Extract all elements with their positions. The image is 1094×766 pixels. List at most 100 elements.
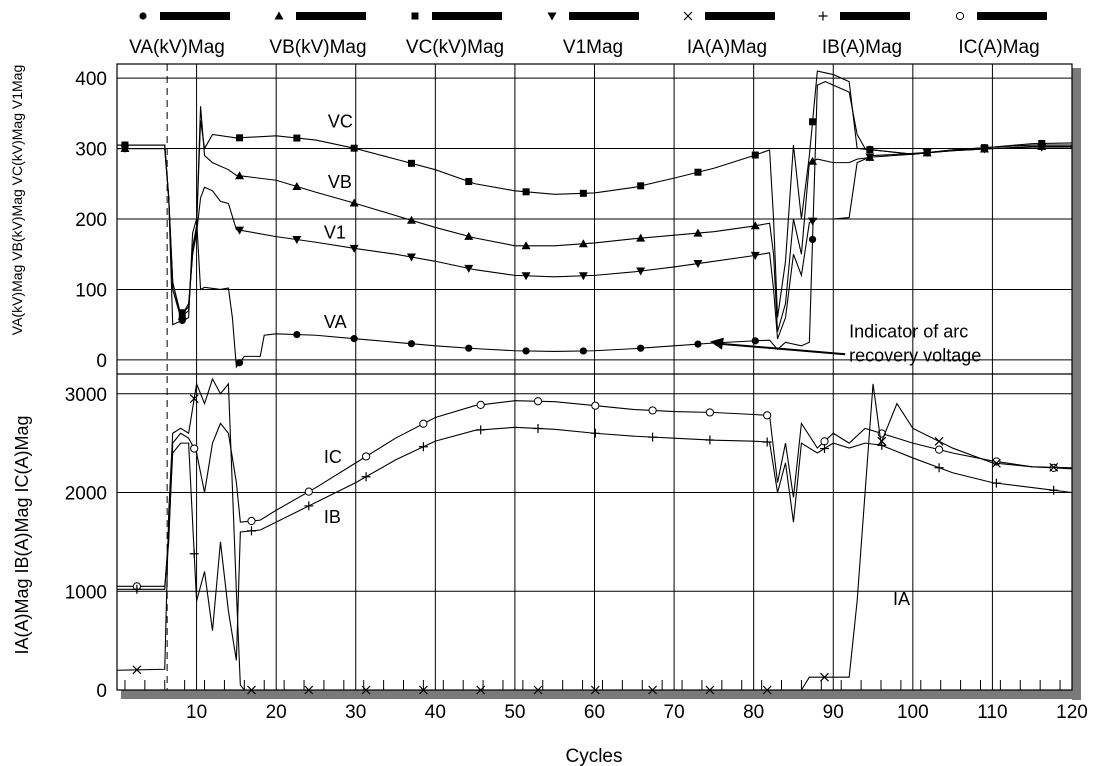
marker-v1 <box>521 272 531 281</box>
marker-ib <box>476 425 486 435</box>
marker-ib <box>934 463 944 473</box>
marker-va <box>694 340 702 348</box>
y-tick-label: 300 <box>75 140 107 161</box>
marker-vc <box>350 144 358 152</box>
annotation-arrowhead <box>709 337 724 350</box>
legend-item: VC(kV)Mag <box>406 12 504 58</box>
line-ia <box>116 377 1073 691</box>
grid <box>117 64 1072 691</box>
marker-va <box>579 347 587 355</box>
annotation-label: VB <box>328 172 352 192</box>
marker-ia <box>361 685 371 695</box>
marker-va <box>980 144 989 152</box>
legend-marker <box>955 11 965 21</box>
marker-ia <box>304 685 314 695</box>
marker-ia <box>476 685 486 695</box>
marker-va <box>178 316 186 325</box>
annotation-label: Indicator of arc <box>849 321 968 341</box>
marker-ic <box>533 397 543 406</box>
annotation-label: VC <box>328 111 353 131</box>
x-tick-label: 10 <box>186 702 207 723</box>
marker-v1 <box>693 260 703 269</box>
marker-va <box>235 359 244 367</box>
marker-vc <box>751 151 759 159</box>
y-tick-label: 0 <box>96 351 107 372</box>
marker-vb <box>235 171 245 180</box>
marker-vc <box>809 118 817 126</box>
plot-shadow <box>121 68 1081 700</box>
x-tick-label: 20 <box>266 702 287 723</box>
legend-line <box>432 12 502 20</box>
marker-v1 <box>578 272 588 281</box>
legend-line <box>705 12 775 20</box>
x-tick-label: 80 <box>743 702 764 723</box>
marker-ib <box>304 501 314 511</box>
annotations: VC VB V1 VA Indicator of arc recovery voltage… <box>324 111 981 609</box>
legend-marker <box>274 11 284 20</box>
y-tick-label: 1000 <box>65 582 107 603</box>
marker-vb <box>750 221 760 230</box>
marker-ib <box>361 472 371 482</box>
legend-item: VA(kV)Mag <box>129 12 230 58</box>
marker-ic <box>247 516 256 526</box>
marker-ia <box>762 685 772 695</box>
shadow-right <box>1072 68 1081 700</box>
marker-ic <box>705 408 714 417</box>
marker-vb <box>349 198 359 207</box>
legend-line <box>840 12 910 20</box>
legend-item: IB(A)Mag <box>818 11 910 58</box>
marker-va <box>293 330 301 339</box>
marker-ib <box>189 549 199 559</box>
marker-vc <box>293 134 301 142</box>
marker-v1 <box>750 251 760 260</box>
marker-ib <box>1049 485 1059 495</box>
marker-ia <box>418 685 428 695</box>
marker-vc <box>522 188 530 196</box>
marker-ia <box>189 394 199 404</box>
marker-ib <box>533 423 543 433</box>
marker-v1 <box>292 236 302 245</box>
annotation-label: IB <box>324 507 341 527</box>
annotation-arrow <box>717 342 846 356</box>
x-tick-label: 60 <box>584 702 605 723</box>
legend-marker <box>818 11 828 21</box>
marker-vb <box>292 181 302 190</box>
marker-vb <box>636 233 646 242</box>
marker-ic <box>361 452 371 461</box>
marker-vb <box>406 215 416 224</box>
legend-marker <box>547 12 557 21</box>
marker-ib <box>705 435 715 445</box>
marker-ic <box>820 437 829 446</box>
marker-vc <box>637 182 645 190</box>
marker-ic <box>934 445 944 454</box>
y-tick-label: 200 <box>75 210 107 231</box>
x-tick-label: 70 <box>664 702 685 723</box>
legend-label: V1Mag <box>563 37 623 58</box>
marker-va <box>465 344 473 352</box>
legend-line <box>977 12 1047 20</box>
marker-va <box>407 340 416 348</box>
marker-ic <box>190 444 199 453</box>
marker-vb <box>578 239 588 248</box>
marker-vc <box>407 159 415 167</box>
y-tick-label: 400 <box>75 69 107 90</box>
y-tick-label: 100 <box>75 280 107 301</box>
legend-label: IB(A)Mag <box>822 37 902 58</box>
marker-vc <box>579 189 587 197</box>
legend-item: IA(A)Mag <box>683 11 775 58</box>
marker-va <box>1038 141 1046 149</box>
marker-ia <box>820 672 829 682</box>
legend-line <box>160 12 230 20</box>
annotation-label: IA <box>893 589 910 609</box>
marker-ia <box>877 436 887 446</box>
marker-ia <box>132 665 142 675</box>
annotation-label: recovery voltage <box>849 345 981 365</box>
y-tick-label: 2000 <box>65 484 107 505</box>
x-axis-label: Cycles <box>565 746 622 766</box>
marker-va <box>866 145 874 153</box>
annotation-label: V1 <box>324 223 346 243</box>
legend-label: VA(kV)Mag <box>129 37 225 58</box>
marker-ib <box>819 444 829 454</box>
legend-label: IA(A)Mag <box>687 37 767 58</box>
marker-ia <box>590 685 600 695</box>
